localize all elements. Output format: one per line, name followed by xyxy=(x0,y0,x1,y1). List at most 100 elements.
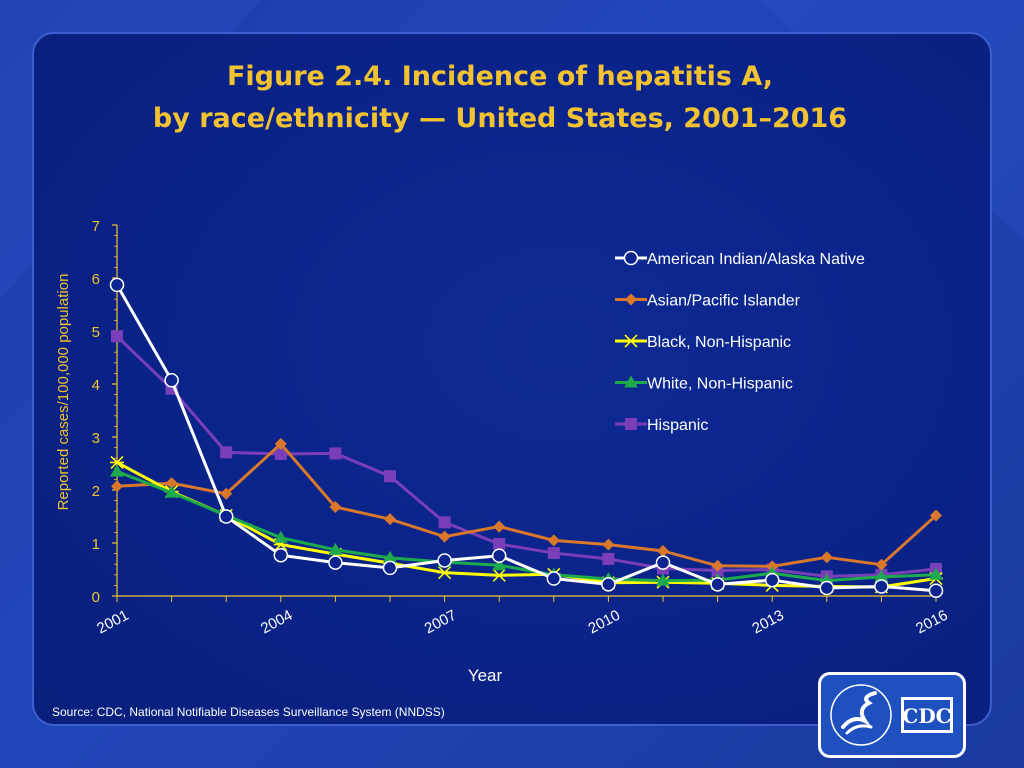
data-point xyxy=(111,330,123,343)
x-tick-label: 2016 xyxy=(913,607,950,638)
legend-marker xyxy=(624,334,638,348)
data-point xyxy=(874,579,889,594)
data-point-shape xyxy=(875,558,888,571)
legend-label: Hispanic xyxy=(647,417,708,434)
data-point-shape xyxy=(928,583,944,598)
y-tick-label: 1 xyxy=(92,536,100,553)
data-point xyxy=(819,580,835,596)
legend-label: White, Non-Hispanic xyxy=(647,376,793,393)
data-point-shape xyxy=(602,552,615,565)
data-point xyxy=(164,485,179,498)
legend-label: Black, Non-Hispanic xyxy=(647,334,791,351)
data-point-shape xyxy=(274,437,287,450)
chart-title-line2: by race/ethnicity — United States, 2001–… xyxy=(152,103,848,134)
data-point xyxy=(492,558,507,571)
data-point xyxy=(164,373,179,388)
x-tick-label: 2001 xyxy=(94,607,131,638)
data-point xyxy=(493,538,506,551)
data-point-shape xyxy=(328,555,343,570)
data-point-shape xyxy=(328,542,343,555)
data-point xyxy=(492,568,507,582)
data-point xyxy=(328,555,343,570)
y-tick-label: 6 xyxy=(92,271,100,288)
legend-marker-shape xyxy=(623,250,639,266)
series-hispanic xyxy=(111,330,942,583)
data-point-shape xyxy=(656,573,670,586)
data-point xyxy=(547,547,560,560)
data-point-shape xyxy=(874,579,889,594)
data-point-shape xyxy=(493,538,506,551)
data-point-shape xyxy=(601,577,616,592)
legend-marker-shape xyxy=(625,293,637,306)
data-point xyxy=(657,544,669,557)
data-point-shape xyxy=(491,548,507,563)
data-point xyxy=(875,558,888,571)
hhs-cdc-logo: CDC xyxy=(818,672,966,758)
data-point xyxy=(220,446,233,459)
data-point-shape xyxy=(220,446,233,459)
data-point-shape xyxy=(820,551,833,564)
data-point xyxy=(764,572,780,588)
data-point-shape xyxy=(602,538,615,551)
series-line xyxy=(116,470,937,583)
data-point xyxy=(110,464,124,477)
data-point xyxy=(493,520,506,533)
data-point-shape xyxy=(438,516,451,529)
x-tick-label: 2010 xyxy=(586,607,623,638)
data-point xyxy=(438,516,451,529)
data-point xyxy=(437,553,452,568)
slide-panel xyxy=(32,32,992,726)
data-point xyxy=(656,573,670,586)
data-point xyxy=(274,447,287,460)
data-point-shape xyxy=(111,330,123,343)
series-line xyxy=(116,441,938,568)
data-point xyxy=(601,577,616,592)
legend-label: American Indian/Alaska Native xyxy=(647,251,865,268)
data-point-shape xyxy=(165,477,178,490)
data-point-shape xyxy=(547,547,560,560)
data-point-shape xyxy=(711,559,724,572)
data-point xyxy=(274,437,287,450)
data-point-shape xyxy=(164,373,179,388)
data-point xyxy=(329,447,342,460)
x-axis-label: Year xyxy=(468,666,503,685)
data-point xyxy=(547,534,560,547)
data-point-shape xyxy=(384,513,396,526)
hhs-seal-icon xyxy=(830,684,892,746)
logo-text: CDC xyxy=(902,704,951,728)
data-point xyxy=(384,513,396,526)
data-point xyxy=(218,509,234,524)
chart-title-line1: Figure 2.4. Incidence of hepatitis A, xyxy=(226,61,774,92)
data-point-shape xyxy=(764,572,780,588)
y-tick-label: 5 xyxy=(92,324,100,341)
legend-marker xyxy=(624,375,638,388)
data-point xyxy=(165,477,178,490)
data-point xyxy=(382,560,398,576)
data-point-shape xyxy=(164,485,179,498)
legend-item: Asian/Pacific Islander xyxy=(615,293,801,310)
data-point xyxy=(328,542,343,555)
data-point xyxy=(711,559,724,572)
data-point-shape xyxy=(710,577,725,592)
data-point-shape xyxy=(218,509,234,524)
data-point-shape xyxy=(655,555,671,570)
data-point-shape xyxy=(874,569,889,582)
data-point xyxy=(110,455,124,470)
legend-label: Asian/Pacific Islander xyxy=(647,293,801,310)
source-note: Source: CDC, National Notifiable Disease… xyxy=(52,705,445,719)
series-black-non-hispanic xyxy=(110,455,943,594)
series-line xyxy=(116,461,937,589)
y-tick-label: 3 xyxy=(92,430,100,447)
data-point-shape xyxy=(111,480,123,493)
legend-marker xyxy=(625,293,637,306)
data-point-shape xyxy=(384,470,396,483)
data-point xyxy=(437,566,452,580)
y-tick-label: 4 xyxy=(92,377,100,394)
data-point-shape xyxy=(329,447,342,460)
legend-item: White, Non-Hispanic xyxy=(615,375,793,393)
data-point-shape xyxy=(109,277,125,293)
data-point xyxy=(273,547,289,563)
data-point-shape xyxy=(930,509,942,522)
data-point-shape xyxy=(329,500,342,513)
data-point-shape xyxy=(438,530,451,543)
